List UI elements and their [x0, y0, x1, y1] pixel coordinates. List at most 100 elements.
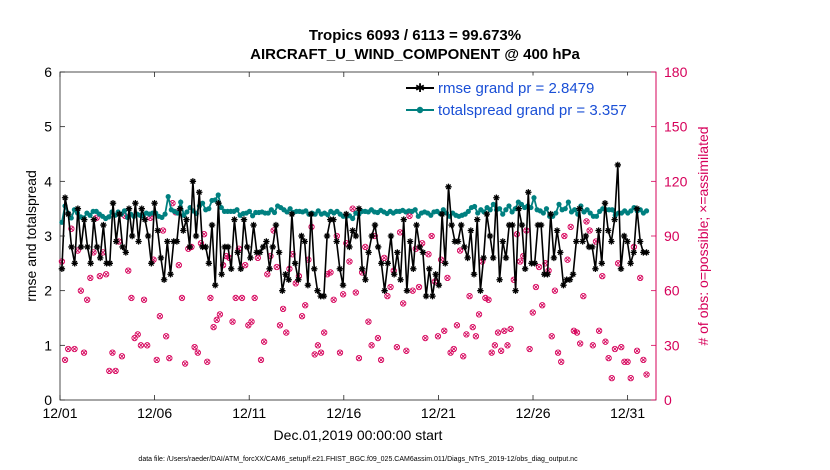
obs-assimilated-point	[293, 281, 299, 286]
rmse-point	[624, 238, 631, 245]
obs-assimilated-point	[258, 357, 264, 363]
y-tick-label: 2	[44, 283, 52, 299]
obs-possible-point	[463, 331, 470, 338]
rmse-point	[224, 243, 232, 251]
rmse-point	[167, 271, 174, 278]
rmse-point	[525, 189, 532, 196]
obs-assimilated-point	[141, 297, 147, 303]
obs-possible-point	[564, 256, 571, 263]
rmse-point	[509, 221, 516, 229]
obs-possible-point	[444, 274, 451, 282]
obs-possible-point	[96, 272, 103, 280]
obs-assimilated-point	[517, 259, 523, 264]
obs-assimilated-point	[476, 312, 482, 317]
obs-possible-point	[131, 334, 138, 342]
obs-possible-point	[144, 342, 151, 349]
totalspread-point	[218, 204, 224, 211]
obs-assimilated-point	[625, 359, 630, 365]
obs-possible-point	[501, 327, 508, 334]
obs-possible-point	[491, 342, 498, 349]
obs-possible-point	[605, 354, 612, 362]
totalspread-point	[87, 212, 93, 218]
obs-possible-point	[317, 349, 325, 356]
obs-assimilated-point	[72, 346, 77, 352]
obs-possible-point	[485, 296, 492, 303]
obs-possible-point	[84, 296, 91, 303]
rmse-point	[74, 205, 82, 212]
obs-possible-point	[349, 205, 356, 212]
obs-possible-point	[264, 271, 271, 278]
obs-possible-point	[61, 356, 69, 364]
obs-assimilated-point	[451, 346, 457, 352]
rmse-point	[237, 265, 245, 272]
obs-possible-point	[548, 333, 555, 340]
obs-assimilated-point	[558, 359, 564, 365]
obs-assimilated-point	[508, 326, 513, 332]
obs-assimilated-point	[179, 295, 185, 301]
obs-assimilated-point	[353, 290, 359, 295]
obs-possible-point	[425, 251, 432, 258]
obs-possible-point	[279, 305, 287, 313]
totalspread-point	[540, 210, 546, 216]
rmse-point	[272, 221, 280, 229]
rmse-point	[138, 205, 145, 212]
rmse-point	[496, 276, 503, 283]
rmse-point	[384, 260, 391, 267]
rmse-point	[263, 238, 270, 245]
rmse-point	[113, 238, 120, 245]
obs-assimilated-point	[167, 355, 172, 361]
obs-assimilated-point	[441, 328, 447, 334]
obs-assimilated-point	[634, 348, 640, 354]
obs-possible-point	[589, 342, 596, 349]
rmse-point	[499, 238, 506, 245]
obs-assimilated-point	[470, 324, 476, 330]
totalspread-point	[553, 210, 559, 216]
rmse-point	[557, 249, 564, 256]
rmse-point	[144, 232, 152, 240]
obs-possible-point	[321, 329, 328, 336]
obs-assimilated-point	[217, 312, 223, 317]
obs-possible-point	[87, 274, 94, 282]
obs-possible-point	[191, 344, 198, 351]
obs-assimilated-point	[201, 231, 207, 237]
rmse-point	[295, 276, 302, 283]
rmse-point	[109, 200, 117, 207]
obs-assimilated-point	[163, 333, 169, 339]
totalspread-point	[412, 207, 418, 213]
obs-possible-point	[336, 349, 344, 356]
rmse-point	[282, 271, 289, 278]
obs-assimilated-point	[505, 343, 510, 348]
obs-assimilated-point	[539, 302, 545, 308]
rmse-point	[518, 221, 526, 229]
totalspread-point	[587, 210, 593, 216]
obs-assimilated-point	[170, 200, 175, 206]
rmse-point	[598, 260, 606, 267]
obs-possible-point	[216, 311, 224, 318]
rmse-point	[515, 205, 522, 212]
rmse-point	[65, 210, 72, 218]
rmse-point	[151, 200, 158, 207]
rmse-point	[483, 210, 490, 218]
rmse-point	[643, 249, 650, 256]
obs-possible-point	[403, 347, 410, 354]
rmse-point	[486, 232, 494, 240]
y2-tick-label: 90	[664, 228, 680, 244]
obs-possible-point	[573, 329, 581, 336]
rmse-point	[400, 216, 407, 223]
rmse-point	[474, 216, 481, 223]
y-axis-label: rmse and totalspread	[23, 170, 39, 302]
obs-possible-point	[633, 347, 641, 354]
totalspread-point	[572, 207, 578, 213]
obs-possible-point	[570, 327, 578, 334]
obs-assimilated-point	[154, 357, 160, 363]
y-tick-label: 1	[44, 337, 52, 353]
rmse-point	[157, 254, 165, 262]
rmse-point	[196, 189, 203, 196]
obs-possible-point	[118, 353, 126, 360]
rmse-point	[592, 265, 599, 272]
obs-assimilated-point	[590, 343, 596, 348]
x-tick-label: 12/21	[421, 405, 456, 421]
y2-axis-label: # of obs: o=possible; ×=assimilated	[695, 126, 711, 345]
rmse-point	[160, 276, 168, 283]
totalspread-point	[500, 211, 506, 217]
